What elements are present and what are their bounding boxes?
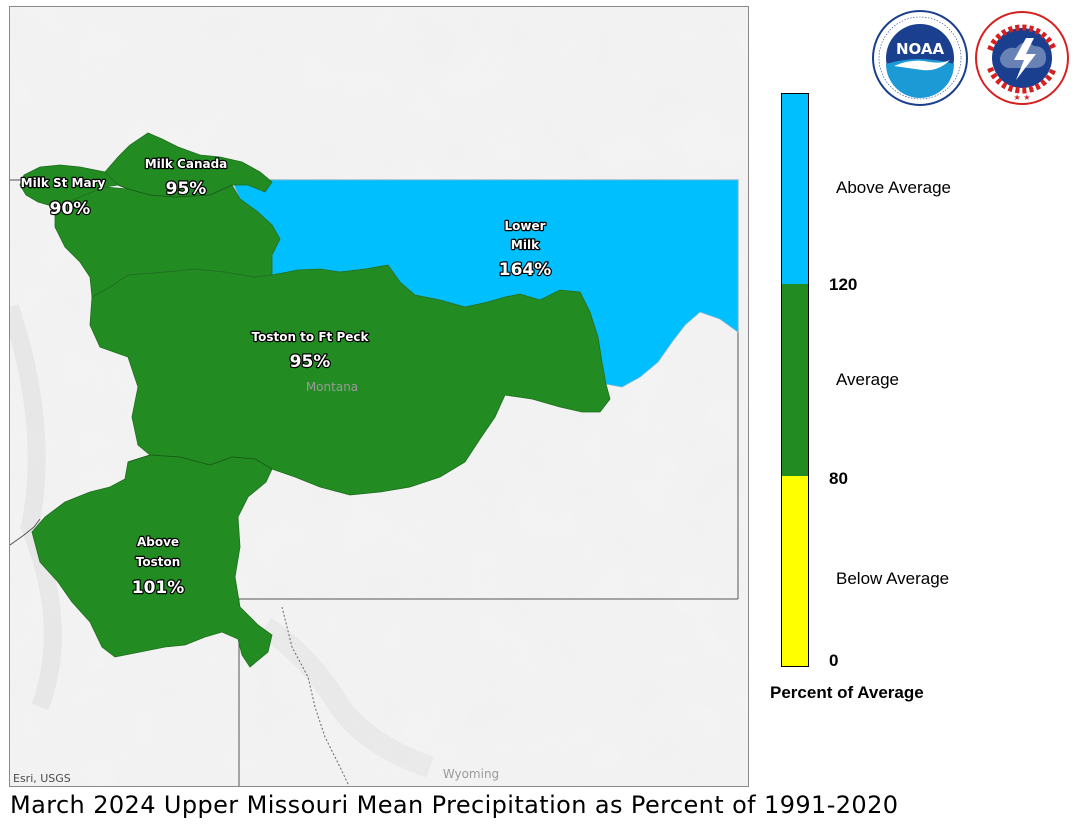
svg-text:★ ★: ★ ★: [1014, 93, 1031, 102]
yellowstone-border: [281, 606, 350, 786]
noaa-logo-text: NOAA: [896, 40, 945, 58]
basin-label-lower-milk-name-line1: Lower: [504, 219, 545, 233]
state-label-wyoming: Wyoming: [443, 767, 499, 781]
legend-title: Percent of Average: [770, 683, 924, 702]
legend-tick-120: 120: [829, 275, 858, 294]
basin-label-above-toston-name-line2: Toston: [136, 555, 181, 569]
map-attribution: Esri, USGS: [13, 772, 71, 785]
relief-ridge: [10, 304, 62, 711]
legend-color-bar: [781, 93, 809, 667]
basin-label-above-toston-percent: 101%: [132, 578, 185, 598]
legend-tick-0: 0: [829, 651, 839, 670]
nws-logo: ★ ★: [974, 8, 1070, 108]
legend-label-below-average: Below Average: [836, 569, 950, 588]
basin-label-lower-milk-name-line2: Milk: [511, 238, 540, 252]
legend-label-above-average: Above Average: [836, 178, 951, 197]
basin-milk-st-mary-shape[interactable]: [19, 164, 119, 208]
basin-divide: [117, 184, 233, 198]
legend-tick-80: 80: [829, 469, 848, 488]
map-panel: Montana Wyoming Milk St Mary 90% Milk Ca…: [9, 6, 749, 787]
basin-divide: [127, 454, 273, 470]
basin-label-toston-ft-peck-name: Toston to Ft Peck: [252, 330, 370, 344]
nws-logo-icon: ★ ★: [975, 11, 1069, 105]
legend-label-average: Average: [836, 370, 900, 389]
basin-label-lower-milk-percent: 164%: [499, 260, 552, 280]
page-title: March 2024 Upper Missouri Mean Precipita…: [10, 791, 899, 819]
noaa-logo: NOAA: [872, 10, 968, 106]
basin-label-toston-ft-peck-percent: 95%: [290, 352, 331, 372]
basin-label-milk-st-mary-percent: 90%: [50, 199, 91, 219]
basin-label-milk-st-mary-name: Milk St Mary: [21, 176, 106, 190]
legend-swatch-average: [782, 284, 808, 476]
basin-label-milk-canada-name: Milk Canada: [145, 157, 228, 171]
legend-swatch-above-average: [782, 94, 808, 285]
idaho-montana-border: [10, 518, 41, 546]
basin-label-milk-canada-percent: 95%: [166, 179, 207, 199]
legend-swatch-below-average: [782, 475, 808, 666]
relief-ridge: [258, 617, 434, 778]
state-label-montana: Montana: [306, 380, 358, 394]
map-canvas: Montana Wyoming Milk St Mary 90% Milk Ca…: [10, 7, 748, 786]
noaa-logo-icon: NOAA: [872, 10, 968, 106]
basin-label-above-toston-name-line1: Above: [137, 535, 179, 549]
